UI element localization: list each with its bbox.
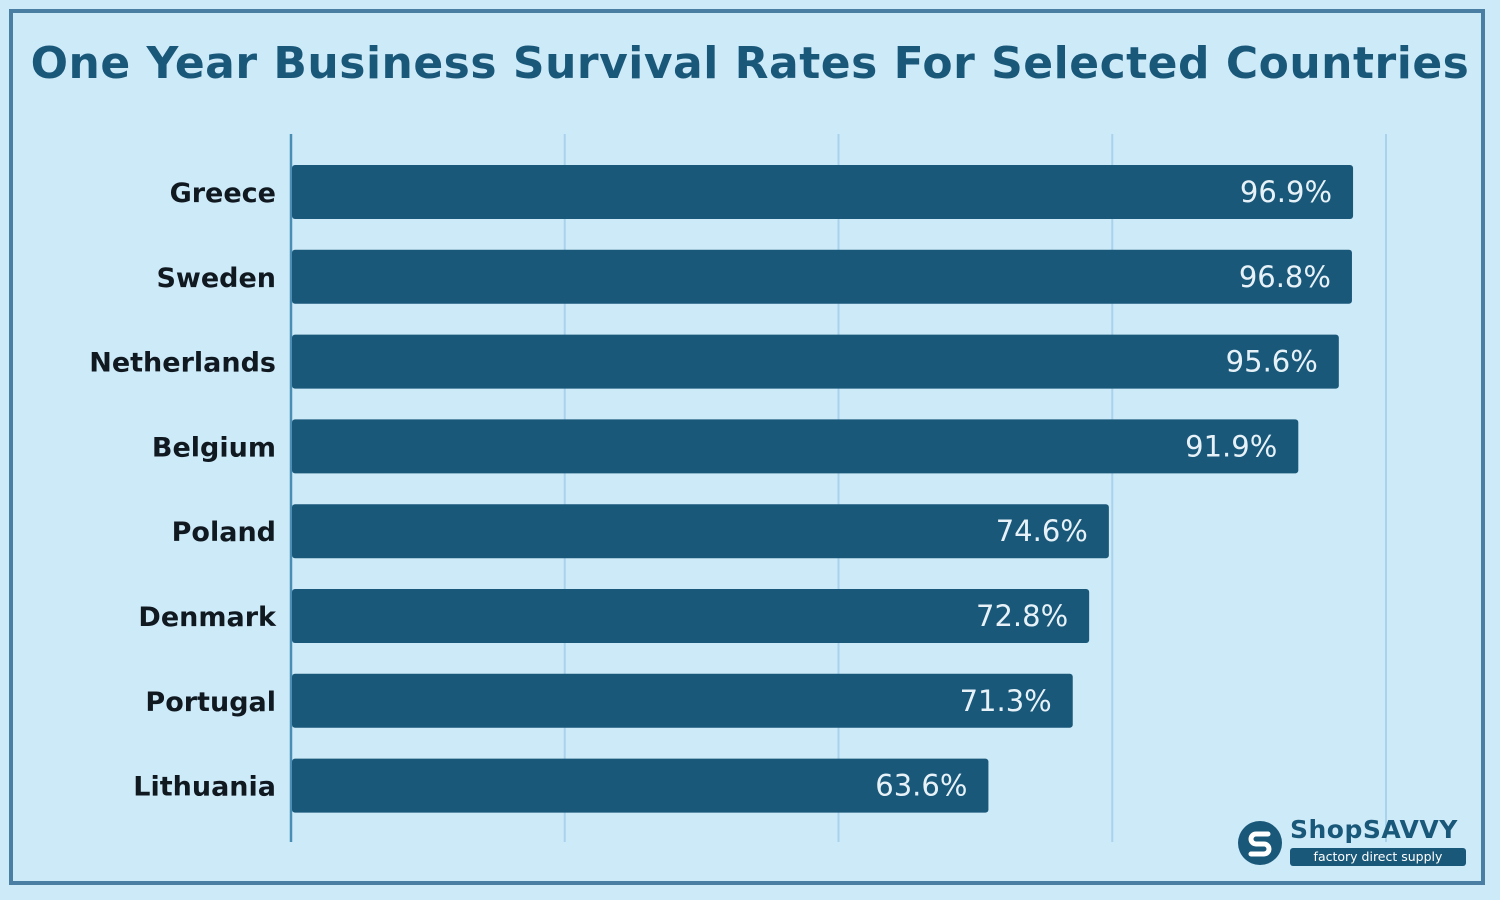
category-label: Portugal	[145, 687, 276, 718]
value-label: 74.6%	[996, 514, 1088, 548]
value-label: 95.6%	[1226, 345, 1318, 379]
value-label: 63.6%	[875, 769, 967, 803]
grid-lines	[289, 134, 1387, 842]
bar-lithuania	[292, 758, 989, 813]
category-label: Denmark	[138, 602, 277, 633]
brand-tagline: factory direct supply	[1290, 848, 1466, 866]
bar-portugal	[292, 673, 1073, 728]
category-label: Poland	[172, 517, 276, 548]
bars	[292, 165, 1354, 813]
bar-denmark	[292, 589, 1090, 643]
category-label: Lithuania	[133, 772, 276, 803]
labels: Greece 96.9% Sweden 96.8% Netherlands 95.6% Be…	[89, 175, 1332, 803]
bar-sweden	[292, 249, 1352, 304]
category-label: Belgium	[152, 432, 276, 463]
bar-belgium	[292, 419, 1299, 474]
value-label: 71.3%	[960, 684, 1052, 718]
brand-logo: ShopSAVVY factory direct supply	[1236, 815, 1468, 868]
bar-greece	[292, 165, 1354, 219]
brand-name: ShopSAVVY	[1290, 815, 1458, 844]
value-label: 96.9%	[1240, 175, 1332, 209]
value-label: 96.8%	[1239, 260, 1331, 294]
bar-netherlands	[292, 334, 1339, 389]
category-label: Greece	[170, 178, 276, 209]
shopsavvy-logo-icon	[1238, 821, 1282, 865]
category-label: Sweden	[156, 263, 276, 294]
chart-title: One Year Business Survival Rates For Sel…	[30, 38, 1470, 89]
bar-poland	[292, 504, 1109, 559]
category-label: Netherlands	[89, 348, 276, 379]
value-label: 72.8%	[976, 599, 1068, 633]
value-label: 91.9%	[1185, 429, 1277, 463]
